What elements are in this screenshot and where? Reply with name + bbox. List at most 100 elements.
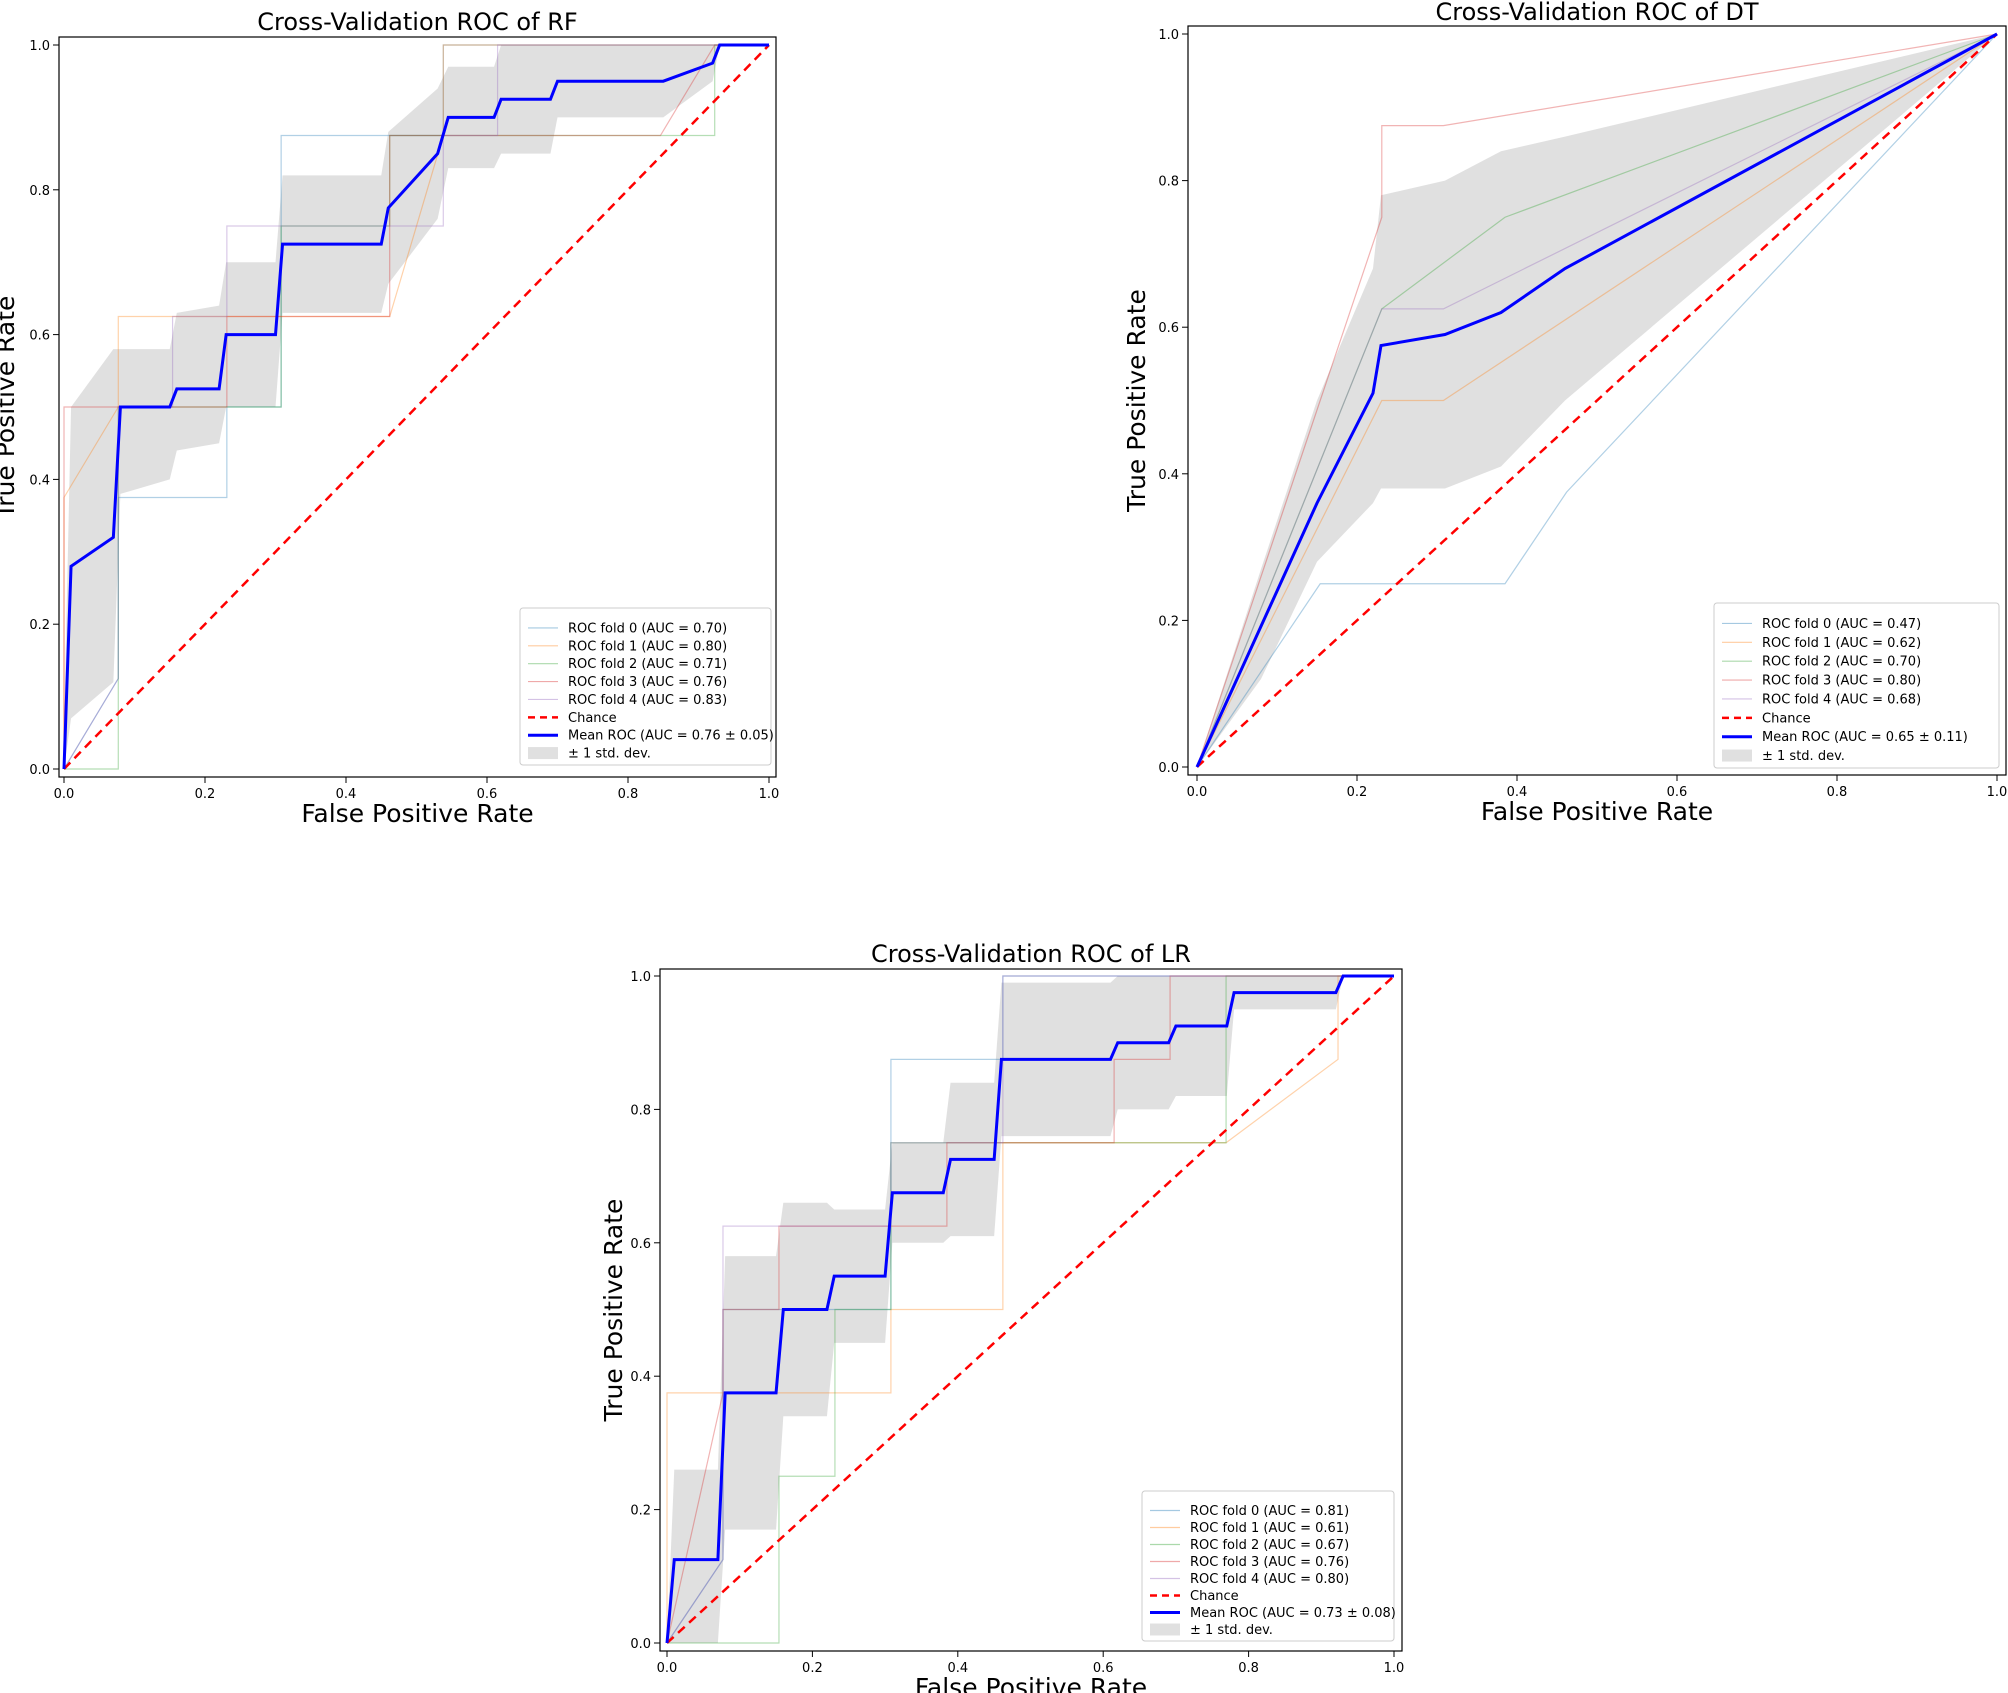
chart1-legend-box (1713, 602, 2000, 769)
chart0-ytick-label-5: 1.0 (29, 39, 50, 54)
chart0-legend-label-3: ROC fold 3 (AUC = 0.76) (568, 675, 727, 690)
chart2-legend-label-7: ± 1 std. dev. (1190, 1623, 1273, 1638)
chart0-xtick-label-5: 1.0 (759, 787, 780, 802)
chart2-xtick-label-4: 0.8 (1238, 1661, 1259, 1676)
chart0-legend-label-1: ROC fold 1 (AUC = 0.80) (568, 639, 727, 654)
chart1-ylabel: True Positive Rate (1122, 289, 1151, 513)
chart1-xtick-label-1: 0.2 (1347, 785, 1368, 800)
chart2-xlabel: False Positive Rate (915, 1673, 1147, 1693)
chart1-ytick-label-3: 0.6 (1158, 321, 1179, 336)
chart2-legend-label-3: ROC fold 3 (AUC = 0.76) (1190, 1555, 1349, 1570)
chart0-series-0 (63, 44, 769, 770)
chart1-legend-label-2: ROC fold 2 (AUC = 0.70) (1762, 655, 1921, 670)
chart2-series-3 (666, 975, 1394, 1644)
chart2-ytick-label-0: 0.0 (630, 1637, 651, 1652)
chart2-series-1 (666, 975, 1394, 1643)
chart1-ytick-label-4: 0.8 (1158, 175, 1179, 190)
chart2-ytick-label-2: 0.4 (630, 1370, 651, 1385)
chart1-series-0 (1196, 33, 1998, 768)
chart1-series-6 (1195, 32, 1998, 768)
chart1-xtick-label-5: 1.0 (1987, 785, 2008, 800)
chart1-xlabel: False Positive Rate (1481, 797, 1713, 826)
chart1-frame (1187, 25, 2007, 776)
chart1-series-3 (1196, 33, 1998, 768)
chart2-legend-box (1141, 1490, 1395, 1642)
chart2-series-6 (665, 974, 1394, 1644)
chart1: 0.0 0.2 0.4 0.6 0.8 1.0 0.0 0.2 0.4 0.6 0.8 1.0 Cros… (1122, 0, 2007, 826)
chart0-ytick-label-1: 0.2 (29, 618, 50, 633)
chart1-xtick-label-2: 0.4 (1507, 785, 1528, 800)
chart2-series-2 (667, 975, 1394, 1644)
chart0-xtick-label-1: 0.2 (195, 787, 216, 802)
chart2-title: Cross-Validation ROC of LR (871, 940, 1191, 968)
chart1-xtick-label-0: 0.0 (1187, 785, 1208, 800)
chart1-legend-label-7: ± 1 std. dev. (1762, 749, 1845, 764)
chart0-legend-box (519, 607, 772, 766)
chart1-ytick-label-5: 1.0 (1158, 28, 1179, 43)
chart1-series-5 (1196, 33, 1998, 768)
chart1-legend-label-3: ROC fold 3 (AUC = 0.80) (1762, 674, 1921, 689)
chart1-legend-label-0: ROC fold 0 (AUC = 0.47) (1762, 617, 1921, 632)
chart0-frame (58, 36, 777, 778)
chart0-series-2 (64, 44, 769, 770)
chart2-xtick-label-3: 0.6 (1093, 1661, 1114, 1676)
chart0-legend-label-7: ± 1 std. dev. (568, 747, 651, 762)
chart1-series-2 (1196, 33, 1998, 768)
chart0-ytick-label-4: 0.8 (29, 184, 50, 199)
chart2-legend-label-0: ROC fold 0 (AUC = 0.81) (1190, 1504, 1349, 1519)
chart2-ytick-label-1: 0.2 (630, 1504, 651, 1519)
chart2-legend: ROC fold 0 (AUC = 0.81) ROC fold 1 (AUC =… (1141, 1490, 1396, 1642)
chart1-series-4 (1196, 33, 1998, 768)
chart1-legend-label-1: ROC fold 1 (AUC = 0.62) (1762, 636, 1921, 651)
chart0-legend-swatch-7 (528, 747, 558, 760)
chart0-ytick-label-3: 0.6 (29, 329, 50, 344)
chart0-legend-label-4: ROC fold 4 (AUC = 0.83) (568, 693, 727, 708)
chart2-legend-label-5: Chance (1190, 1589, 1239, 1604)
chart1-ytick-label-1: 0.2 (1158, 614, 1179, 629)
chart2-legend-label-2: ROC fold 2 (AUC = 0.67) (1190, 1538, 1349, 1553)
chart0-xtick-label-2: 0.4 (336, 787, 357, 802)
chart0-xtick-label-0: 0.0 (54, 787, 75, 802)
chart2-ytick-label-4: 0.8 (630, 1103, 651, 1118)
chart0-series-3 (63, 44, 769, 769)
chart0-ytick-label-2: 0.4 (29, 473, 50, 488)
chart2-series-0 (666, 975, 1394, 1644)
chart0-legend-label-2: ROC fold 2 (AUC = 0.71) (568, 657, 727, 672)
chart1-legend-label-6: Mean ROC (AUC = 0.65 ± 0.11) (1762, 730, 1968, 745)
chart2-legend-swatch-7 (1150, 1623, 1180, 1636)
chart0-ytick-label-0: 0.0 (29, 763, 50, 778)
chart1-series-1 (1196, 33, 1998, 768)
chart2-ytick-label-5: 1.0 (630, 970, 651, 985)
chart1-xtick-label-3: 0.6 (1667, 785, 1688, 800)
chart1-legend: ROC fold 0 (AUC = 0.47) ROC fold 1 (AUC =… (1713, 602, 2000, 769)
chart1-xtick-label-4: 0.8 (1827, 785, 1848, 800)
chart0-series-5 (63, 44, 770, 770)
chart2-xtick-label-2: 0.4 (947, 1661, 968, 1676)
chart0-legend-label-0: ROC fold 0 (AUC = 0.70) (568, 621, 727, 636)
chart0-ylabel: True Positive Rate (0, 296, 20, 520)
chart0-legend: ROC fold 0 (AUC = 0.70) ROC fold 1 (AUC =… (519, 607, 774, 766)
chart1-legend-label-5: Chance (1762, 711, 1811, 726)
chart1-title: Cross-Validation ROC of DT (1435, 0, 1758, 26)
chart1-ytick-label-2: 0.4 (1158, 468, 1179, 483)
chart1-legend-label-4: ROC fold 4 (AUC = 0.68) (1762, 692, 1921, 707)
chart2-legend-label-1: ROC fold 1 (AUC = 0.61) (1190, 1521, 1349, 1536)
chart1-legend-swatch-7 (1722, 749, 1752, 762)
chart0-series-6 (62, 43, 769, 770)
chart2-legend-label-4: ROC fold 4 (AUC = 0.80) (1190, 1572, 1349, 1587)
chart2-ytick-label-3: 0.6 (630, 1237, 651, 1252)
chart2-xtick-label-1: 0.2 (802, 1661, 823, 1676)
chart0-series-1 (63, 44, 769, 769)
chart2: 0.0 0.2 0.4 0.6 0.8 1.0 0.0 0.2 0.4 0.6 0.8 1.0 Cros… (599, 940, 1404, 1693)
chart1-std-band (1197, 34, 1997, 767)
chart0-legend-label-5: Chance (568, 711, 617, 726)
chart2-frame (659, 968, 1403, 1652)
chart1-ytick-label-0: 0.0 (1158, 761, 1179, 776)
chart0-xtick-label-3: 0.6 (477, 787, 498, 802)
chart0-legend-label-6: Mean ROC (AUC = 0.76 ± 0.05) (568, 729, 774, 744)
chart2-legend-label-6: Mean ROC (AUC = 0.73 ± 0.08) (1190, 1606, 1396, 1621)
chart0-title: Cross-Validation ROC of RF (257, 8, 577, 36)
chart2-xtick-label-5: 1.0 (1384, 1661, 1405, 1676)
chart2-xtick-label-0: 0.0 (657, 1661, 678, 1676)
